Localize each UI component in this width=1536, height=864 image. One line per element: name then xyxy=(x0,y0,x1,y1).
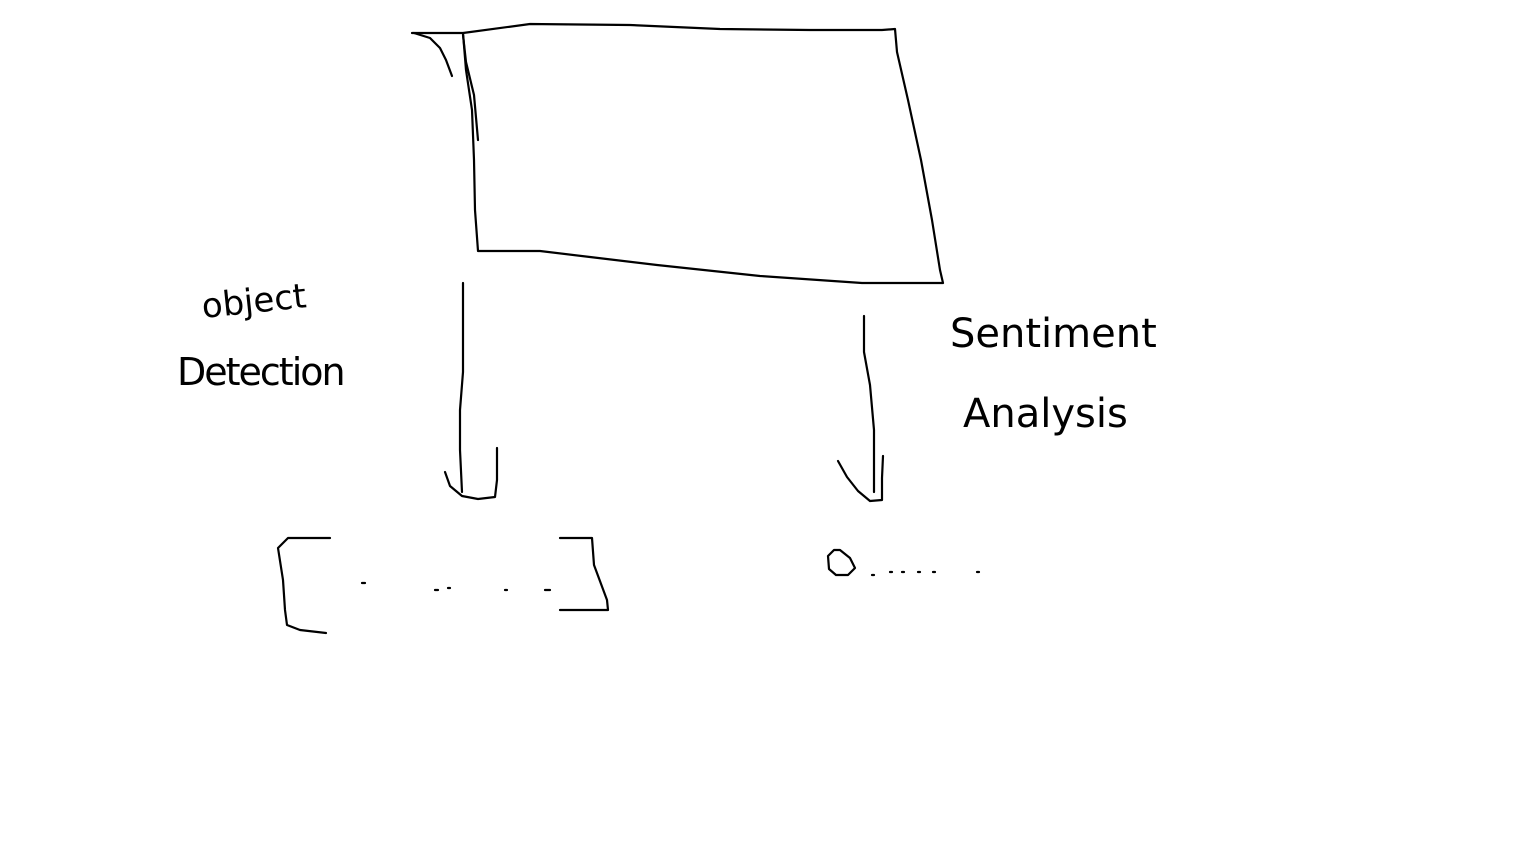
analysis-label-text: Analysis xyxy=(963,391,1128,437)
sentiment-analysis-label: Sentiment Analysis xyxy=(950,311,1157,437)
input-box-outline xyxy=(410,22,945,285)
left-arrow-shaft xyxy=(458,281,465,494)
input-box xyxy=(410,22,945,285)
left-output-close-bracket xyxy=(558,536,610,612)
left-arrow xyxy=(443,281,499,501)
right-output-value xyxy=(826,548,981,577)
right-arrow-shaft xyxy=(862,314,876,494)
right-arrow xyxy=(836,314,885,503)
sentiment-label-text: Sentiment xyxy=(950,311,1157,357)
object-label-text: object xyxy=(200,276,308,327)
object-detection-label: object Detection xyxy=(177,276,346,394)
input-box-inner-tick xyxy=(461,33,480,142)
left-output-bracket-list xyxy=(276,536,610,635)
left-arrow-head xyxy=(443,446,499,501)
right-output-dots xyxy=(870,570,981,577)
left-output-dots xyxy=(360,581,552,592)
right-output-circle xyxy=(826,548,857,577)
left-output-open-bracket xyxy=(276,536,332,635)
right-arrow-head xyxy=(836,454,885,503)
detection-label-text: Detection xyxy=(177,350,344,394)
input-box-corner-scribble xyxy=(412,31,454,78)
